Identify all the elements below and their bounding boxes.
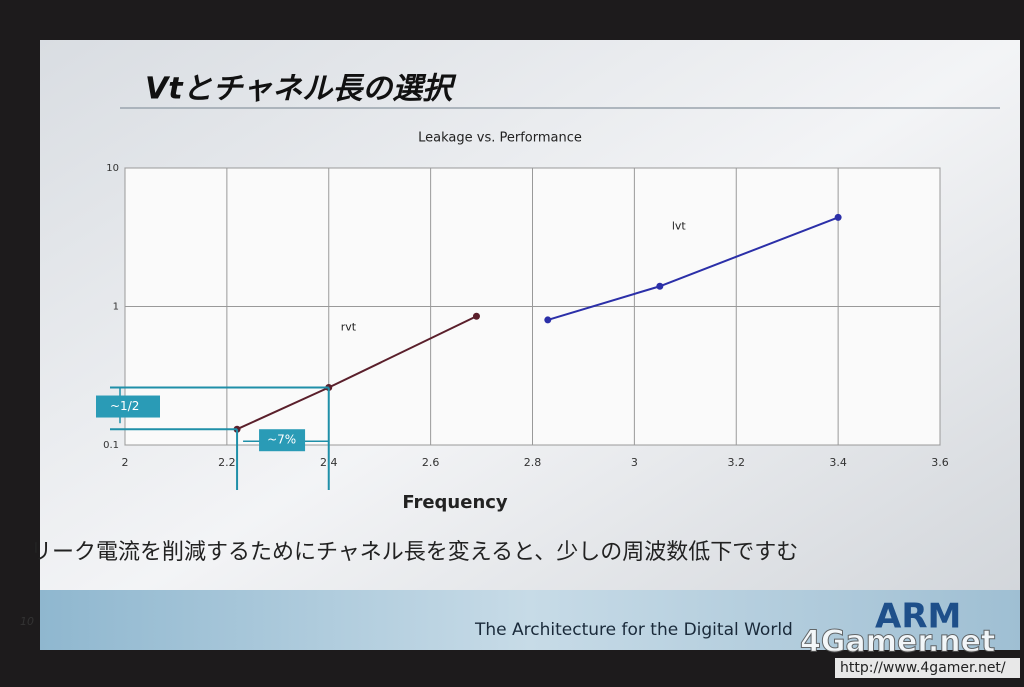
annotation-box xyxy=(96,395,160,418)
data-point xyxy=(544,316,552,324)
x-tick-label: 3.6 xyxy=(931,456,949,469)
x-tick-label: 2 xyxy=(122,456,129,469)
watermark-url-bg xyxy=(835,658,1020,678)
annotation-text: ~1/2 xyxy=(110,399,139,413)
data-point xyxy=(834,213,842,221)
series-label: rvt xyxy=(341,321,357,334)
data-point xyxy=(656,282,664,290)
page-number: 10 xyxy=(20,615,34,628)
x-tick-label: 3 xyxy=(631,456,638,469)
y-tick-label: 10 xyxy=(106,163,119,174)
logo: ARM xyxy=(875,597,961,637)
x-tick-label: 2.6 xyxy=(422,456,440,469)
x-axis-label: Frequency xyxy=(402,492,508,513)
series-label: lvt xyxy=(672,219,687,232)
x-tick-label: 2.2 xyxy=(218,456,236,469)
x-tick-label: 3.2 xyxy=(728,456,746,469)
footer-band xyxy=(40,590,1020,650)
slide-title: Vtとチャネル長の選択 xyxy=(145,72,457,107)
watermark-brand: 4Gamer.net xyxy=(800,625,995,660)
x-tick-label: 3.4 xyxy=(829,456,847,469)
y-tick-label: 0.1 xyxy=(103,440,119,451)
watermark-url: http://www.4gamer.net/ xyxy=(840,660,1006,676)
x-tick-label: 2.8 xyxy=(524,456,542,469)
footer-text: The Architecture for the Digital World xyxy=(474,620,793,640)
y-tick-label: 1 xyxy=(113,302,119,313)
annotation-box xyxy=(259,429,306,452)
data-point xyxy=(472,312,480,320)
chart-title: Leakage vs. Performance xyxy=(418,131,582,146)
annotation-text: ~7% xyxy=(267,433,296,447)
slide-caption: リーク電流を削減するためにチャネル長を変えると、少しの周波数低下ですむ xyxy=(30,540,798,565)
